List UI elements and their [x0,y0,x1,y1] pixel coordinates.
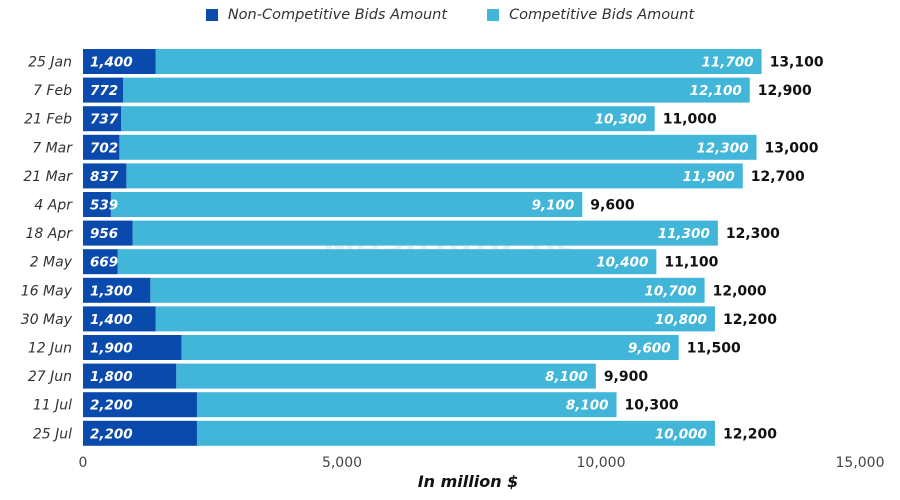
data-label-non-competitive: 1,900 [90,341,133,357]
data-label-total: 11,500 [687,341,741,357]
bar-competitive [196,392,617,418]
data-label-total: 12,700 [751,169,805,185]
bar-non-competitive [83,163,127,189]
bar-competitive [155,49,762,74]
x-tick-label: 10,000 [577,455,626,471]
bars-group: 25 Jan 1,400 11,700 13,100 7 Feb 772 12,100 12,… [21,49,824,446]
bar-non-competitive [83,277,151,303]
bar-competitive [132,220,718,246]
bar-competitive [122,77,750,103]
category-label: 11 Jul [33,398,72,414]
legend-label-competitive: Competitive Bids Amount [509,7,695,23]
data-label-non-competitive: 956 [90,226,118,242]
data-label-non-competitive: 669 [90,255,118,271]
legend-swatch-competitive [487,9,500,21]
data-label-competitive: 10,800 [655,312,707,328]
data-label-competitive: 10,700 [644,283,696,299]
data-label-non-competitive: 1,300 [90,283,133,299]
data-label-total: 12,000 [713,283,767,299]
category-label: 16 May [21,283,73,299]
data-label-non-competitive: 1,400 [90,55,133,71]
x-tick-label: 5,000 [322,455,362,471]
data-label-total: 11,100 [664,255,718,271]
category-label: 21 Feb [24,112,72,128]
x-tick-label: 0 [79,455,88,471]
bar-competitive [126,163,743,189]
bar-non-competitive [83,335,182,360]
legend-item-competitive: Competitive Bids Amount [487,7,694,23]
bar-competitive [121,106,655,132]
category-label: 12 Jun [28,341,72,357]
data-label-competitive: 10,000 [655,426,707,442]
chart-legend: Non-Competitive Bids Amount Competitive … [0,7,900,23]
data-label-competitive: 8,100 [566,398,609,414]
data-label-competitive: 11,900 [683,169,735,185]
category-label: 18 Apr [26,226,74,242]
bar-non-competitive [83,363,177,389]
legend-label-non-competitive: Non-Competitive Bids Amount [227,7,448,23]
data-label-competitive: 9,600 [628,341,671,357]
data-label-total: 13,100 [770,55,824,71]
data-label-total: 9,900 [604,369,649,385]
data-label-total: 12,200 [723,426,777,442]
x-axis-title: In million $ [418,472,519,491]
data-label-competitive: 12,300 [696,140,748,156]
data-label-total: 9,600 [590,198,635,214]
data-label-total: 12,900 [758,83,812,99]
data-label-total: 10,300 [625,398,679,414]
data-label-competitive: 8,100 [545,369,588,385]
category-label: 25 Jan [28,55,72,71]
bar-non-competitive [83,134,120,160]
category-label: 25 Jul [33,426,72,442]
category-label: 2 May [30,255,73,271]
data-label-competitive: 11,700 [701,55,753,71]
data-label-non-competitive: 2,200 [90,398,133,414]
data-label-total: 12,200 [723,312,777,328]
bar-non-competitive [83,249,118,275]
bar-competitive [110,192,583,217]
data-label-competitive: 10,300 [595,112,647,128]
data-label-non-competitive: 702 [90,140,118,156]
data-label-non-competitive: 772 [90,83,118,99]
data-label-competitive: 12,100 [690,83,742,99]
data-label-competitive: 11,300 [658,226,710,242]
bar-non-competitive [83,220,133,246]
category-label: 27 Jun [28,369,72,385]
data-label-non-competitive: 737 [90,112,119,128]
category-label: 21 Mar [23,169,73,185]
bar-non-competitive [83,106,122,132]
data-label-non-competitive: 1,800 [90,369,133,385]
legend-item-non-competitive: Non-Competitive Bids Amount [205,7,448,23]
bar-non-competitive [83,392,197,418]
data-label-total: 12,300 [726,226,780,242]
category-label: 4 Apr [34,198,73,214]
bar-competitive [196,420,715,446]
category-label: 30 May [21,312,73,328]
data-label-non-competitive: 539 [90,198,118,214]
bar-competitive [181,335,679,360]
bar-non-competitive [83,420,197,446]
data-label-non-competitive: 837 [90,169,119,185]
data-label-non-competitive: 1,400 [90,312,133,328]
x-axis: 0 5,000 10,000 15,000 [79,455,885,471]
bar-competitive [117,249,657,275]
category-label: 7 Mar [32,140,73,156]
data-label-competitive: 9,100 [532,198,575,214]
bar-competitive [150,277,705,303]
bar-non-competitive [83,306,156,332]
data-label-non-competitive: 2,200 [90,426,133,442]
legend-swatch-non-competitive [205,9,218,21]
x-tick-label: 15,000 [836,455,885,471]
bar-competitive [155,306,715,332]
data-label-competitive: 10,400 [596,255,648,271]
bar-non-competitive [83,49,156,74]
bar-non-competitive [83,192,111,217]
category-label: 7 Feb [33,83,72,99]
bar-competitive [119,134,757,160]
bar-competitive [176,363,596,389]
data-label-total: 11,000 [663,112,717,128]
data-label-total: 13,000 [765,140,819,156]
bar-non-competitive [83,77,123,103]
